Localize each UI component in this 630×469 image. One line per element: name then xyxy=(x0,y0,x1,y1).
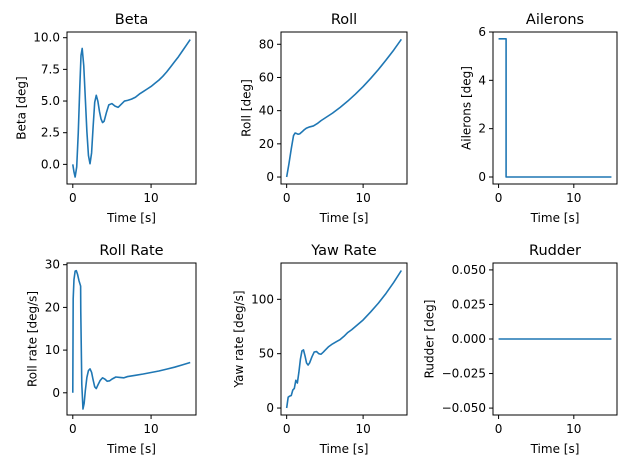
roll-ytick-label: 40 xyxy=(259,104,274,118)
beta-ytick-label: 7.5 xyxy=(41,62,60,76)
roll-ytick-label: 80 xyxy=(259,37,274,51)
beta-title: Beta xyxy=(115,12,148,28)
subplots: 0 10 0.0 2.5 5.0 7.5 10.0 Beta Time [s] Beta [deg… xyxy=(14,12,618,456)
ailerons-ytick-label: 2 xyxy=(478,122,486,136)
rudder-ytick-label: −0.025 xyxy=(442,367,486,381)
ailerons-ylabel: Ailerons [deg] xyxy=(459,66,473,150)
rudder-ytick-label: 0.000 xyxy=(452,332,486,346)
roll-series-line xyxy=(285,38,402,178)
roll-rate-series-line xyxy=(71,269,191,410)
yaw-rate-series-line xyxy=(285,270,403,409)
rudder-ytick-label: 0.025 xyxy=(452,297,486,311)
roll-rate-xtick-label: 10 xyxy=(143,422,158,436)
yaw-rate-xtick-label: 0 xyxy=(283,422,291,436)
beta-xtick-label: 10 xyxy=(143,191,158,205)
roll-rate-title: Roll Rate xyxy=(99,243,163,259)
rudder-xtick-label: 10 xyxy=(566,422,581,436)
roll-subplot: 0 10 0 20 40 60 80 Roll Time [s] Roll [deg] xyxy=(240,12,408,225)
ailerons-ytick-label: 4 xyxy=(478,73,486,87)
beta-ytick-label: 5.0 xyxy=(41,94,60,108)
yaw-rate-xlabel: Time [s] xyxy=(319,442,369,456)
beta-xlabel: Time [s] xyxy=(106,211,156,225)
beta-ytick-label: 0.0 xyxy=(41,157,60,171)
roll-xtick-label: 0 xyxy=(283,191,291,205)
yaw-rate-ytick-label: 0 xyxy=(266,401,274,415)
roll-ylabel: Roll [deg] xyxy=(240,79,254,137)
beta-ytick-label: 10.0 xyxy=(33,31,60,45)
roll-xlabel: Time [s] xyxy=(319,211,369,225)
ailerons-title: Ailerons xyxy=(526,12,584,28)
rudder-ylabel: Rudder [deg] xyxy=(423,300,437,379)
roll-rate-ytick-label: 30 xyxy=(45,258,60,272)
roll-rate-subplot: 0 10 0 10 20 30 Roll Rate Time [s] Roll rate [de… xyxy=(26,243,197,456)
roll-rate-xtick-label: 0 xyxy=(69,422,77,436)
rudder-title: Rudder xyxy=(529,243,581,259)
roll-ytick-label: 60 xyxy=(259,70,274,84)
beta-ytick-label: 2.5 xyxy=(41,126,60,140)
beta-series-line xyxy=(71,39,191,178)
ailerons-xtick-label: 10 xyxy=(566,191,581,205)
roll-xtick-label: 10 xyxy=(355,191,370,205)
roll-ytick-label: 20 xyxy=(259,137,274,151)
yaw-rate-xtick-label: 10 xyxy=(355,422,370,436)
roll-rate-ytick-label: 20 xyxy=(45,300,60,314)
beta-ylabel: Beta [deg] xyxy=(14,76,28,139)
yaw-rate-axes-frame xyxy=(280,262,408,416)
ailerons-xtick-label: 0 xyxy=(495,191,503,205)
beta-xtick-label: 0 xyxy=(69,191,77,205)
rudder-ytick-label: 0.050 xyxy=(452,263,486,277)
rudder-xlabel: Time [s] xyxy=(530,442,580,456)
yaw-rate-ytick-label: 100 xyxy=(251,292,274,306)
ailerons-ytick-label: 6 xyxy=(478,25,486,39)
roll-rate-ytick-label: 10 xyxy=(45,343,60,357)
rudder-ytick-label: −0.050 xyxy=(442,401,486,415)
roll-rate-ytick-label: 0 xyxy=(52,386,60,400)
beta-axes-frame xyxy=(66,31,197,185)
beta-subplot: 0 10 0.0 2.5 5.0 7.5 10.0 Beta Time [s] Beta [deg… xyxy=(14,12,197,225)
ailerons-xlabel: Time [s] xyxy=(530,211,580,225)
ailerons-subplot: 0 10 0 2 4 6 Ailerons Time [s] Ailerons [deg] xyxy=(459,12,618,225)
yaw-rate-ylabel: Yaw rate [deg/s] xyxy=(232,290,246,388)
yaw-rate-ytick-label: 50 xyxy=(259,347,274,361)
ailerons-series-line xyxy=(498,37,612,178)
roll-axes-frame xyxy=(280,31,408,185)
roll-rate-xlabel: Time [s] xyxy=(106,442,156,456)
yaw-rate-title: Yaw Rate xyxy=(310,243,377,259)
roll-ytick-label: 0 xyxy=(266,170,274,184)
rudder-xtick-label: 0 xyxy=(495,422,503,436)
ailerons-axes-frame xyxy=(492,31,618,185)
roll-rate-ylabel: Roll rate [deg/s] xyxy=(26,291,40,387)
roll-title: Roll xyxy=(331,12,357,28)
roll-rate-axes-frame xyxy=(66,262,197,416)
rudder-subplot: 0 10 −0.050 −0.025 0.000 0.025 0.050 Rudder Time… xyxy=(423,243,618,456)
ailerons-ytick-label: 0 xyxy=(478,170,486,184)
